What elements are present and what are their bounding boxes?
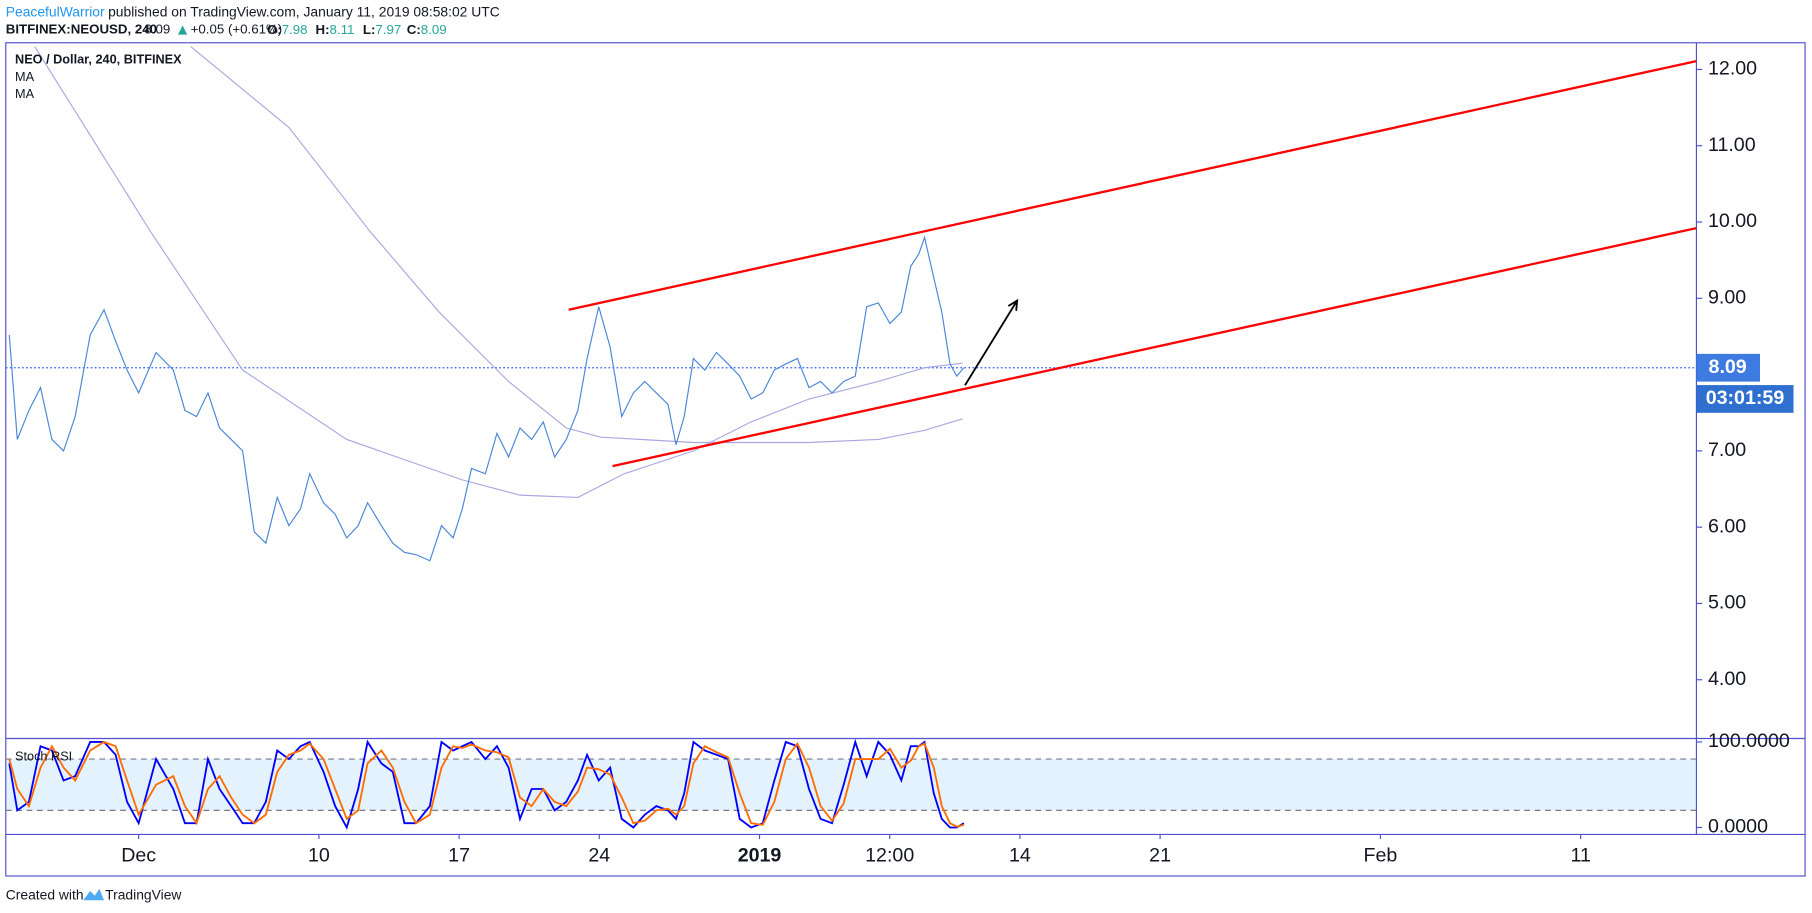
x-tick-label: 14 [1009, 845, 1031, 867]
ohlc-label: O: [267, 22, 282, 37]
axes: 4.005.006.007.008.009.0010.0011.0012.00D… [121, 58, 1794, 867]
x-tick-label: 17 [448, 845, 470, 867]
ohlc-label: C: [407, 22, 421, 37]
countdown: 03:01:59 [1706, 387, 1785, 409]
legend-item: NEO / Dollar, 240, BITFINEX [15, 51, 182, 66]
ohlc-item: L:7.97 [363, 22, 401, 37]
frame [5, 42, 1806, 877]
stoch-y-tick-label: 100.0000 [1708, 730, 1790, 752]
x-tick-label: 12:00 [865, 845, 914, 867]
y-tick-label: 7.00 [1708, 439, 1746, 461]
ma-line [34, 46, 963, 499]
stoch-line [8, 740, 965, 828]
price-line [8, 235, 965, 562]
arrow [964, 301, 1017, 386]
y-tick-label: 12.00 [1708, 58, 1757, 80]
y-tick-label: 9.00 [1708, 287, 1746, 309]
legend-item: MA [15, 69, 35, 84]
published-text: published on TradingView.com, January 11… [108, 3, 500, 19]
ohlc-value: 7.98 [282, 22, 308, 37]
author: PeacefulWarrior [6, 3, 105, 19]
stoch-panel [5, 738, 1697, 830]
y-tick-label: 11.00 [1708, 134, 1756, 156]
symbol: BITFINEX:NEOUSD, 240 [6, 22, 157, 37]
ohlc-item: H:8.11 [315, 22, 354, 37]
x-tick-label: Dec [121, 845, 156, 867]
ohlc-value: 7.97 [375, 22, 401, 37]
header-line: PeacefulWarrior published on TradingView.… [6, 3, 500, 19]
ohlc-item: C:8.09 [407, 22, 447, 37]
stoch-y-tick-label: 0.0000 [1708, 816, 1768, 838]
stoch-label: Stoch RSI [15, 748, 72, 763]
trend-line [612, 227, 1697, 468]
legend-item: MA [15, 86, 35, 101]
trend-line [568, 59, 1697, 311]
footer-brand: TradingView [105, 886, 182, 902]
last-price-label: 8.09 [1709, 356, 1747, 378]
last-price-header: 8.09 [144, 22, 170, 37]
x-tick-label: Feb [1363, 845, 1397, 867]
ohlc-item: O:7.98 [267, 22, 308, 37]
stoch-band-fill [5, 759, 1697, 811]
stoch-line [8, 738, 965, 830]
up-triangle [177, 25, 188, 35]
labels: PeacefulWarrior published on TradingView.… [6, 3, 500, 902]
ohlc-label: L: [363, 22, 376, 37]
ma-line [190, 46, 963, 444]
x-tick-label: 11 [1570, 845, 1590, 867]
main-panel [5, 46, 1697, 562]
change: +0.05 (+0.61%) [191, 22, 283, 37]
ohlc-value: 8.09 [421, 22, 447, 37]
x-tick-label: 21 [1149, 845, 1171, 867]
footer-text: Created with [6, 886, 84, 902]
x-tick-label: 10 [308, 845, 330, 867]
tradingview-logo [83, 888, 105, 901]
y-tick-label: 5.00 [1708, 592, 1746, 614]
x-tick-label: 24 [588, 845, 610, 867]
ohlc-label: H: [315, 22, 329, 37]
last-price-box [1696, 353, 1760, 382]
countdown-box [1696, 385, 1794, 413]
x-tick-label: 2019 [738, 845, 782, 867]
ohlc-value: 8.11 [329, 22, 354, 37]
y-tick-label: 10.00 [1708, 210, 1757, 232]
y-tick-label: 4.00 [1708, 668, 1746, 690]
y-tick-label: 6.00 [1708, 515, 1746, 537]
